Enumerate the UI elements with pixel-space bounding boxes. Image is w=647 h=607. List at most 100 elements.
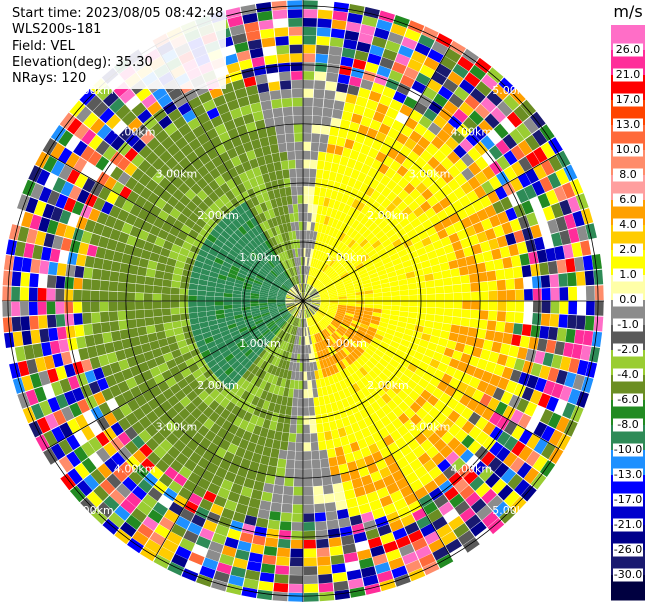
velocity-cell	[474, 57, 492, 74]
velocity-cell	[403, 368, 415, 379]
velocity-cell	[184, 373, 196, 385]
velocity-cell	[382, 305, 392, 310]
velocity-cell	[397, 424, 409, 437]
velocity-cell	[362, 282, 372, 288]
velocity-cell	[395, 437, 407, 449]
velocity-cell	[542, 205, 555, 221]
velocity-cell	[303, 548, 317, 558]
velocity-cell	[555, 369, 568, 385]
velocity-cell	[328, 46, 343, 56]
velocity-cell	[494, 186, 508, 200]
velocity-cell	[298, 309, 302, 318]
velocity-cell	[529, 196, 543, 212]
velocity-cell	[457, 334, 468, 344]
velocity-cell	[391, 196, 403, 207]
velocity-cell	[593, 269, 604, 285]
velocity-cell	[285, 406, 292, 416]
velocity-cell	[521, 386, 535, 401]
velocity-cell	[319, 134, 329, 144]
velocity-cell	[404, 492, 418, 506]
velocity-cell	[517, 172, 532, 188]
velocity-cell	[434, 399, 446, 412]
velocity-cell	[327, 448, 337, 458]
velocity-cell	[353, 104, 366, 116]
velocity-cell	[379, 495, 393, 508]
velocity-cell	[321, 318, 330, 326]
velocity-cell	[155, 393, 167, 405]
velocity-cell	[303, 195, 309, 204]
velocity-cell	[415, 169, 428, 182]
velocity-cell	[303, 309, 305, 319]
velocity-cell	[126, 492, 142, 508]
velocity-cell	[448, 232, 460, 244]
velocity-cell	[431, 202, 444, 214]
velocity-cell	[319, 341, 325, 351]
velocity-cell	[292, 513, 303, 522]
velocity-cell	[350, 441, 360, 453]
velocity-cell	[303, 186, 309, 195]
velocity-cell	[396, 165, 409, 177]
velocity-cell	[562, 244, 574, 259]
velocity-cell	[492, 84, 509, 101]
velocity-cell	[303, 292, 304, 301]
velocity-cell	[325, 81, 337, 91]
velocity-cell	[367, 167, 378, 179]
velocity-cell	[265, 474, 276, 485]
velocity-cell	[389, 358, 400, 369]
velocity-cell	[303, 495, 314, 505]
velocity-cell	[493, 225, 505, 238]
velocity-cell	[278, 349, 284, 359]
velocity-cell	[328, 236, 335, 246]
velocity-cell	[408, 342, 419, 351]
velocity-cell	[378, 10, 395, 23]
velocity-cell	[404, 117, 418, 130]
velocity-cell	[318, 251, 325, 261]
velocity-cell	[479, 194, 492, 208]
velocity-cell	[375, 329, 386, 337]
velocity-cell	[586, 301, 595, 316]
velocity-cell	[476, 208, 489, 222]
velocity-cell	[315, 213, 322, 223]
velocity-cell	[333, 580, 349, 592]
velocity-cell	[392, 469, 405, 482]
velocity-cell	[347, 327, 357, 335]
velocity-cell	[328, 198, 336, 209]
velocity-cell	[433, 93, 448, 108]
velocity-cell	[371, 239, 382, 249]
velocity-cell	[355, 306, 365, 311]
velocity-cell	[435, 301, 445, 308]
velocity-cell	[238, 342, 248, 351]
velocity-cell	[303, 583, 319, 593]
velocity-cell	[303, 0, 318, 10]
velocity-cell	[343, 316, 353, 323]
velocity-cell	[117, 431, 131, 446]
velocity-cell	[454, 478, 469, 493]
velocity-cell	[316, 323, 323, 332]
velocity-cell	[303, 80, 314, 89]
velocity-cell	[526, 433, 541, 450]
velocity-cell	[277, 358, 284, 369]
velocity-cell	[424, 320, 434, 329]
velocity-cell	[240, 486, 253, 498]
velocity-cell	[374, 562, 391, 575]
velocity-cell	[235, 549, 250, 561]
velocity-cell	[310, 151, 319, 161]
velocity-cell	[314, 334, 319, 343]
velocity-cell	[317, 432, 326, 442]
velocity-cell	[493, 363, 505, 377]
velocity-cell	[348, 4, 365, 15]
velocity-cell	[418, 94, 433, 108]
velocity-cell	[290, 415, 297, 425]
velocity-cell	[302, 301, 303, 310]
velocity-cell	[593, 316, 604, 332]
velocity-cell	[481, 451, 496, 467]
velocity-cell	[81, 457, 97, 474]
velocity-cell	[341, 416, 351, 427]
velocity-cell	[363, 416, 374, 427]
velocity-cell	[585, 361, 598, 378]
velocity-cell	[336, 400, 345, 411]
velocity-cell	[321, 386, 329, 396]
velocity-cell	[388, 557, 405, 570]
velocity-cell	[259, 500, 272, 511]
velocity-cell	[356, 390, 366, 401]
